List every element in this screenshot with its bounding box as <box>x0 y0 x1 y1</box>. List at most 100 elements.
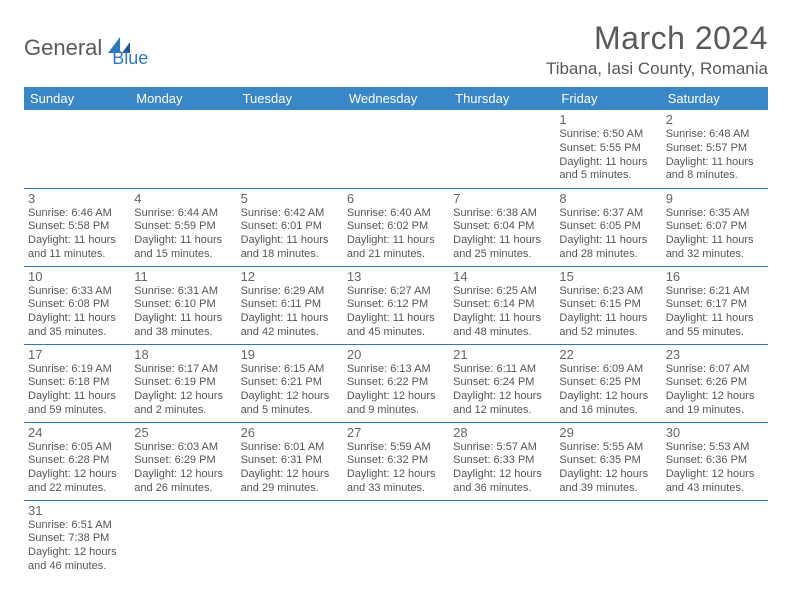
sunset-text: Sunset: 6:21 PM <box>241 376 339 390</box>
day-number: 26 <box>241 425 339 440</box>
calendar-row: 3Sunrise: 6:46 AMSunset: 5:58 PMDaylight… <box>24 188 768 266</box>
location-subtitle: Tibana, Iasi County, Romania <box>546 59 768 79</box>
calendar-cell: 20Sunrise: 6:13 AMSunset: 6:22 PMDayligh… <box>343 344 449 422</box>
daylight-text: and 35 minutes. <box>28 326 126 340</box>
daylight-text: Daylight: 11 hours <box>559 312 657 326</box>
daylight-text: Daylight: 11 hours <box>347 312 445 326</box>
day-number: 4 <box>134 191 232 206</box>
daylight-text: Daylight: 12 hours <box>347 390 445 404</box>
sunset-text: Sunset: 6:08 PM <box>28 298 126 312</box>
sunset-text: Sunset: 6:36 PM <box>666 454 764 468</box>
sunrise-text: Sunrise: 6:13 AM <box>347 363 445 377</box>
calendar-cell: 23Sunrise: 6:07 AMSunset: 6:26 PMDayligh… <box>662 344 768 422</box>
daylight-text: Daylight: 11 hours <box>241 312 339 326</box>
calendar-cell: 17Sunrise: 6:19 AMSunset: 6:18 PMDayligh… <box>24 344 130 422</box>
daylight-text: Daylight: 12 hours <box>666 468 764 482</box>
daylight-text: and 9 minutes. <box>347 404 445 418</box>
sunrise-text: Sunrise: 6:48 AM <box>666 128 764 142</box>
daylight-text: and 48 minutes. <box>453 326 551 340</box>
daylight-text: Daylight: 11 hours <box>666 234 764 248</box>
sunrise-text: Sunrise: 6:23 AM <box>559 285 657 299</box>
daylight-text: and 39 minutes. <box>559 482 657 496</box>
sunset-text: Sunset: 6:01 PM <box>241 220 339 234</box>
daylight-text: and 43 minutes. <box>666 482 764 496</box>
sunrise-text: Sunrise: 6:05 AM <box>28 441 126 455</box>
sunrise-text: Sunrise: 6:11 AM <box>453 363 551 377</box>
sunset-text: Sunset: 6:15 PM <box>559 298 657 312</box>
daylight-text: and 12 minutes. <box>453 404 551 418</box>
calendar-cell: 22Sunrise: 6:09 AMSunset: 6:25 PMDayligh… <box>555 344 661 422</box>
calendar-cell: 29Sunrise: 5:55 AMSunset: 6:35 PMDayligh… <box>555 422 661 500</box>
day-number: 23 <box>666 347 764 362</box>
sunrise-text: Sunrise: 6:44 AM <box>134 207 232 221</box>
daylight-text: Daylight: 12 hours <box>347 468 445 482</box>
day-number: 27 <box>347 425 445 440</box>
day-number: 22 <box>559 347 657 362</box>
sunrise-text: Sunrise: 6:27 AM <box>347 285 445 299</box>
daylight-text: and 33 minutes. <box>347 482 445 496</box>
sunset-text: Sunset: 6:14 PM <box>453 298 551 312</box>
sunrise-text: Sunrise: 6:50 AM <box>559 128 657 142</box>
calendar-cell: 25Sunrise: 6:03 AMSunset: 6:29 PMDayligh… <box>130 422 236 500</box>
daylight-text: Daylight: 11 hours <box>28 390 126 404</box>
sunset-text: Sunset: 6:11 PM <box>241 298 339 312</box>
daylight-text: Daylight: 12 hours <box>241 390 339 404</box>
daylight-text: Daylight: 12 hours <box>28 546 126 560</box>
calendar-cell <box>130 110 236 188</box>
calendar-cell: 6Sunrise: 6:40 AMSunset: 6:02 PMDaylight… <box>343 188 449 266</box>
sunrise-text: Sunrise: 6:40 AM <box>347 207 445 221</box>
daylight-text: and 59 minutes. <box>28 404 126 418</box>
sunrise-text: Sunrise: 6:07 AM <box>666 363 764 377</box>
col-thursday: Thursday <box>449 87 555 110</box>
daylight-text: Daylight: 12 hours <box>28 468 126 482</box>
day-number: 14 <box>453 269 551 284</box>
daylight-text: Daylight: 12 hours <box>666 390 764 404</box>
sunset-text: Sunset: 6:26 PM <box>666 376 764 390</box>
daylight-text: and 5 minutes. <box>559 169 657 183</box>
calendar-row: 1Sunrise: 6:50 AMSunset: 5:55 PMDaylight… <box>24 110 768 188</box>
daylight-text: and 38 minutes. <box>134 326 232 340</box>
daylight-text: and 21 minutes. <box>347 248 445 262</box>
calendar-cell <box>449 110 555 188</box>
day-number: 6 <box>347 191 445 206</box>
sunrise-text: Sunrise: 6:21 AM <box>666 285 764 299</box>
logo-text-general: General <box>24 35 102 61</box>
sunrise-text: Sunrise: 6:25 AM <box>453 285 551 299</box>
sunrise-text: Sunrise: 6:15 AM <box>241 363 339 377</box>
daylight-text: Daylight: 12 hours <box>453 390 551 404</box>
logo: General Blue <box>24 26 148 69</box>
sunrise-text: Sunrise: 6:37 AM <box>559 207 657 221</box>
day-number: 18 <box>134 347 232 362</box>
daylight-text: and 8 minutes. <box>666 169 764 183</box>
daylight-text: Daylight: 11 hours <box>241 234 339 248</box>
sunrise-text: Sunrise: 6:35 AM <box>666 207 764 221</box>
daylight-text: and 55 minutes. <box>666 326 764 340</box>
daylight-text: Daylight: 12 hours <box>134 390 232 404</box>
daylight-text: and 18 minutes. <box>241 248 339 262</box>
sunset-text: Sunset: 6:17 PM <box>666 298 764 312</box>
col-monday: Monday <box>130 87 236 110</box>
calendar-cell: 28Sunrise: 5:57 AMSunset: 6:33 PMDayligh… <box>449 422 555 500</box>
daylight-text: and 32 minutes. <box>666 248 764 262</box>
calendar-row: 17Sunrise: 6:19 AMSunset: 6:18 PMDayligh… <box>24 344 768 422</box>
sunset-text: Sunset: 6:28 PM <box>28 454 126 468</box>
day-number: 16 <box>666 269 764 284</box>
calendar-cell: 14Sunrise: 6:25 AMSunset: 6:14 PMDayligh… <box>449 266 555 344</box>
sunset-text: Sunset: 5:59 PM <box>134 220 232 234</box>
day-number: 2 <box>666 112 764 127</box>
calendar-cell: 3Sunrise: 6:46 AMSunset: 5:58 PMDaylight… <box>24 188 130 266</box>
day-number: 10 <box>28 269 126 284</box>
sunset-text: Sunset: 6:35 PM <box>559 454 657 468</box>
title-block: March 2024 Tibana, Iasi County, Romania <box>546 20 768 79</box>
sunset-text: Sunset: 5:58 PM <box>28 220 126 234</box>
calendar-cell: 27Sunrise: 5:59 AMSunset: 6:32 PMDayligh… <box>343 422 449 500</box>
sunrise-text: Sunrise: 6:31 AM <box>134 285 232 299</box>
col-friday: Friday <box>555 87 661 110</box>
calendar-cell: 8Sunrise: 6:37 AMSunset: 6:05 PMDaylight… <box>555 188 661 266</box>
daylight-text: and 52 minutes. <box>559 326 657 340</box>
calendar-cell: 16Sunrise: 6:21 AMSunset: 6:17 PMDayligh… <box>662 266 768 344</box>
daylight-text: and 11 minutes. <box>28 248 126 262</box>
daylight-text: Daylight: 11 hours <box>347 234 445 248</box>
daylight-text: Daylight: 12 hours <box>134 468 232 482</box>
sunrise-text: Sunrise: 6:09 AM <box>559 363 657 377</box>
